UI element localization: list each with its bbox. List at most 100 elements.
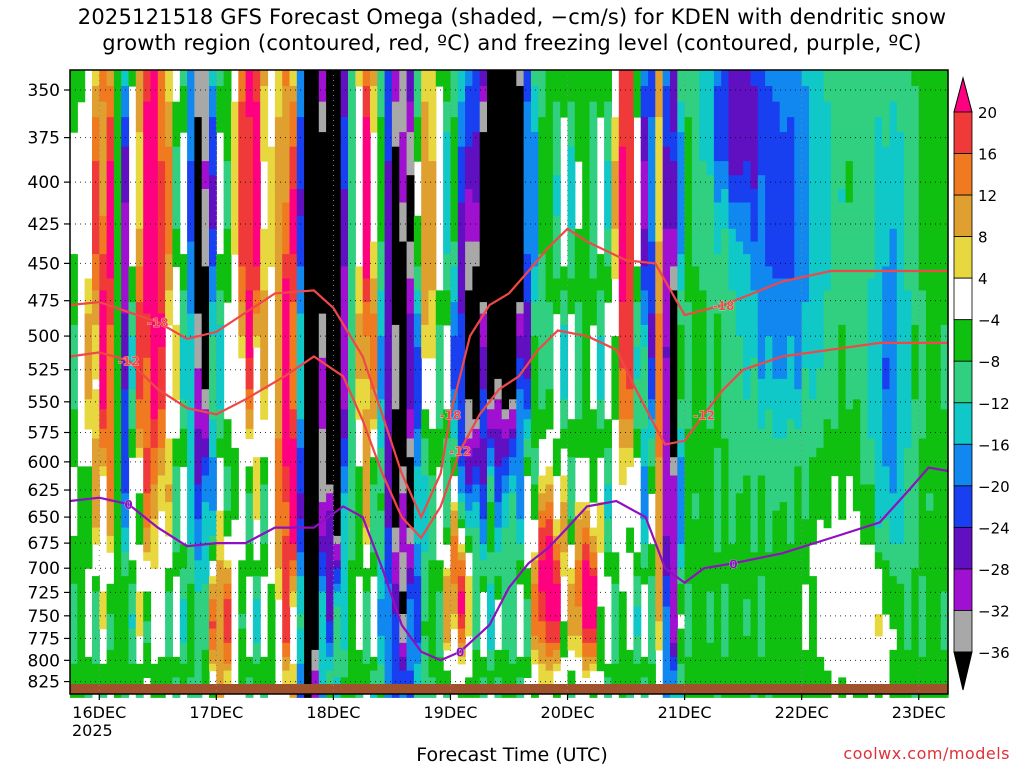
- heat-cell-4481: [691, 606, 700, 615]
- heat-cell-1453: [289, 368, 298, 380]
- heat-cell-2933: [479, 241, 488, 255]
- heat-cell-2181: [377, 663, 386, 672]
- heat-cell-2494: [413, 677, 422, 685]
- heat-cell-1017: [216, 347, 225, 359]
- heat-cell-1193: [245, 502, 254, 512]
- heat-cell-2168: [377, 568, 386, 577]
- heat-cell-4865: [735, 649, 744, 658]
- heat-cell-3475: [545, 576, 554, 585]
- heat-cell-1695: [318, 347, 327, 359]
- heat-cell-1053: [223, 70, 232, 87]
- heat-cell-3890: [618, 146, 627, 162]
- heat-cell-2545: [421, 628, 430, 637]
- heat-cell-3463: [545, 475, 554, 486]
- heat-cell-4610: [706, 628, 715, 637]
- heat-cell-1085: [223, 576, 232, 585]
- heat-cell-2643: [435, 663, 444, 672]
- heat-cell-2941: [479, 336, 488, 348]
- heat-cell-3713: [582, 628, 591, 637]
- heat-cell-1406: [282, 502, 291, 512]
- heat-cell-3604: [567, 576, 576, 585]
- heat-cell-2465: [413, 447, 422, 458]
- heat-cell-172: [99, 161, 108, 176]
- heat-cell-1418: [282, 599, 291, 608]
- heat-cell-3931: [618, 670, 627, 678]
- heat-cell-36: [70, 628, 78, 637]
- heat-cell-100: [84, 535, 93, 545]
- heat-cell-3048: [494, 241, 503, 255]
- heat-cell-3896: [618, 228, 627, 243]
- heat-cell-592: [157, 175, 166, 190]
- heat-cell-2761: [457, 278, 466, 291]
- heat-cell-2709: [450, 254, 459, 267]
- heat-cell-2724: [450, 419, 459, 430]
- heat-cell-121: [92, 228, 100, 243]
- heat-cell-2294: [391, 568, 400, 577]
- heat-cell-4319: [677, 241, 686, 255]
- heat-cell-3889: [618, 132, 627, 148]
- heat-cell-4597: [706, 527, 715, 537]
- heat-cell-3518: [552, 560, 561, 569]
- heat-cell-3509: [552, 438, 561, 449]
- heat-cell-3816: [604, 215, 612, 230]
- heat-cell-2578: [428, 438, 437, 449]
- heat-cell-4894: [743, 357, 751, 369]
- heat-cell-4115: [648, 614, 656, 622]
- heat-cell-712: [172, 670, 181, 678]
- heat-cell-4508: [699, 266, 708, 280]
- heat-cell-4152: [655, 409, 664, 420]
- heat-cell-3199: [509, 560, 517, 569]
- heat-cell-702: [172, 510, 181, 520]
- heat-cell-555: [150, 336, 159, 348]
- heat-cell-3806: [604, 70, 612, 87]
- heat-cell-4685: [721, 101, 730, 118]
- heat-cell-516: [143, 502, 152, 512]
- heat-cell-4135: [655, 215, 664, 230]
- heat-cell-4264: [670, 336, 678, 348]
- heat-cell-3511: [552, 457, 561, 467]
- heat-cell-4560: [706, 117, 715, 133]
- heat-cell-2160: [377, 502, 386, 512]
- heat-cell-1838: [333, 510, 342, 520]
- heat-cell-4550: [699, 649, 708, 658]
- heat-cell-2265: [391, 290, 400, 303]
- heat-cell-1019: [216, 368, 225, 380]
- heat-cell-414: [128, 568, 137, 577]
- heat-cell-3864: [611, 399, 620, 410]
- heat-cell-2477: [413, 552, 422, 561]
- heat-cell-4315: [677, 189, 686, 204]
- heat-cell-3181: [509, 399, 517, 410]
- heat-cell-1326: [274, 161, 283, 176]
- heat-cell-4444: [691, 254, 700, 267]
- heat-cell-1256: [260, 117, 269, 133]
- heat-cell-2516: [421, 324, 430, 337]
- heat-cell-210: [106, 70, 115, 87]
- heat-cell-1659: [311, 591, 320, 600]
- heat-cell-4216: [662, 484, 671, 494]
- heat-cell-783: [187, 368, 195, 380]
- heat-cell-3841: [604, 663, 612, 672]
- heat-cell-1504: [296, 324, 305, 337]
- heat-cell-4539: [699, 568, 708, 577]
- heat-cell-3430: [538, 663, 547, 672]
- heat-cell-2597: [428, 599, 437, 608]
- heat-cell-1700: [318, 399, 327, 410]
- heat-cell-2634: [435, 599, 444, 608]
- heat-cell-2593: [428, 568, 437, 577]
- heat-cell-2658: [443, 228, 451, 243]
- heat-cell-1935: [348, 202, 356, 217]
- heat-cell-4434: [691, 117, 700, 133]
- heat-cell-3949: [626, 266, 634, 280]
- heat-cell-1014: [216, 313, 225, 326]
- heat-cell-1927: [348, 86, 356, 103]
- heat-cell-1399: [282, 438, 291, 449]
- heat-cell-4645: [713, 389, 722, 400]
- heat-cell-2693: [443, 677, 451, 685]
- heat-cell-808: [187, 591, 195, 600]
- heat-cell-4258: [670, 266, 678, 280]
- heat-cell-3222: [516, 132, 525, 148]
- heat-cell-4342: [677, 484, 686, 494]
- heat-cell-3208: [509, 628, 517, 637]
- heat-cell-1503: [296, 313, 305, 326]
- heat-cell-676: [172, 117, 181, 133]
